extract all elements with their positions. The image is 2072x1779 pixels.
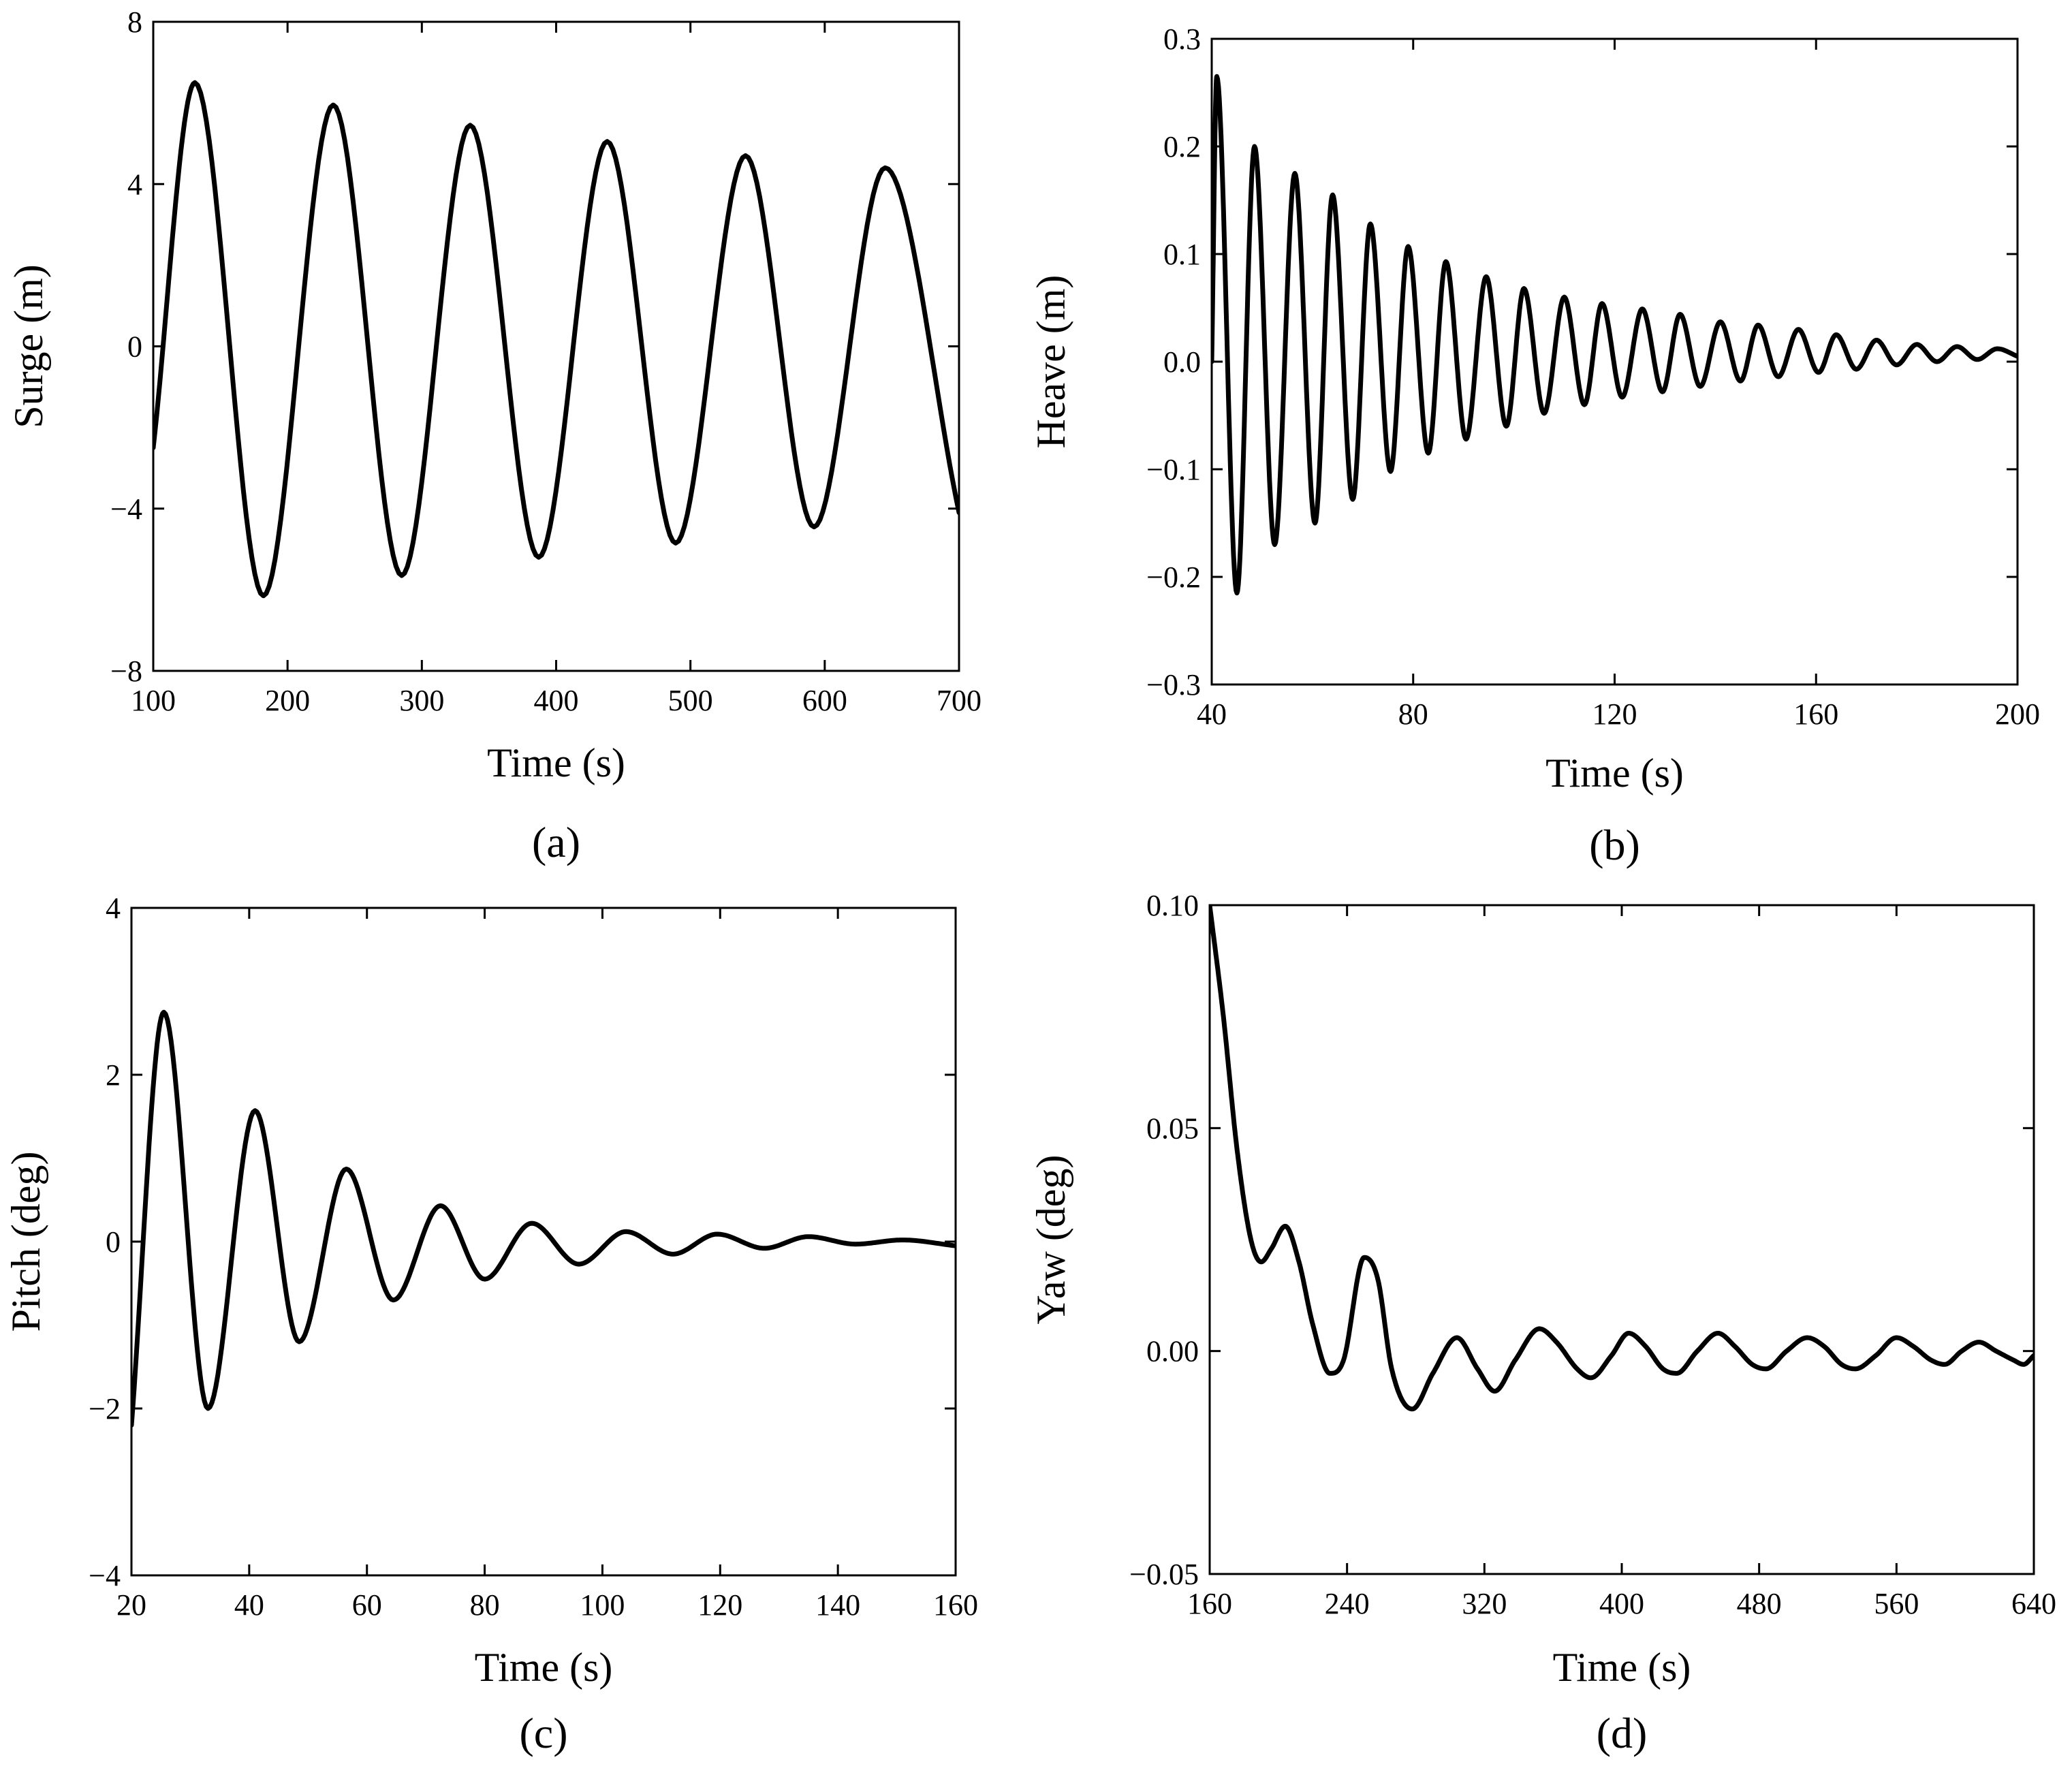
x-tick-label: 560 (1874, 1587, 1919, 1620)
x-axis-label: Time (s) (1545, 751, 1684, 796)
x-tick-label: 100 (131, 684, 176, 717)
x-tick-label: 400 (1599, 1587, 1644, 1620)
y-tick-label: 0.0 (1163, 345, 1201, 379)
y-tick-label: 2 (106, 1058, 121, 1092)
x-tick-label: 40 (1197, 697, 1227, 731)
x-tick-label: 700 (937, 684, 982, 717)
x-tick-label: 600 (802, 684, 847, 717)
x-tick-label: 40 (234, 1588, 264, 1622)
y-tick-label: −0.2 (1146, 561, 1201, 594)
x-tick-label: 140 (815, 1588, 860, 1622)
y-axis-label: Heave (m) (1029, 275, 1073, 449)
y-tick-label: −0.3 (1146, 668, 1201, 702)
y-tick-label: −2 (89, 1392, 121, 1426)
x-tick-label: 400 (534, 684, 579, 717)
x-tick-label: 320 (1462, 1587, 1507, 1620)
x-tick-label: 120 (1592, 697, 1637, 731)
y-tick-label: 4 (127, 168, 142, 201)
x-tick-label: 160 (933, 1588, 978, 1622)
x-tick-label: 20 (116, 1588, 146, 1622)
y-tick-label: 0.10 (1146, 889, 1199, 922)
x-tick-label: 640 (2011, 1587, 2056, 1620)
series-line (1212, 74, 2018, 596)
y-tick-label: 0.3 (1163, 22, 1201, 56)
x-axis-label: Time (s) (475, 1645, 613, 1690)
y-tick-label: 0.05 (1146, 1112, 1199, 1145)
y-tick-label: 0 (127, 330, 142, 364)
y-axis-label: Surge (m) (6, 264, 51, 428)
chart-panel: 40 80 120 160 200 −0.3 −0.2 −0.1 0.0 0.1 0.2 0.3 Tim… (1029, 22, 2040, 869)
panel-label: (b) (1589, 821, 1640, 869)
x-axis-label: Time (s) (1553, 1645, 1691, 1690)
y-tick-label: 0.2 (1163, 130, 1201, 163)
x-tick-label: 300 (399, 684, 444, 717)
x-tick-label: 240 (1325, 1587, 1370, 1620)
x-tick-label: 200 (1995, 697, 2040, 731)
panel-label: (d) (1597, 1709, 1648, 1757)
x-tick-label: 200 (265, 684, 310, 717)
chart-panel: 160 240 320 400 480 560 640 −0.05 0.00 0.05 0.10 Ti… (1029, 889, 2056, 1757)
x-tick-label: 100 (580, 1588, 625, 1622)
x-tick-label: 80 (470, 1588, 500, 1622)
series-line (153, 80, 959, 599)
y-tick-label: 0.00 (1146, 1335, 1199, 1368)
y-axis-label: Pitch (deg) (3, 1152, 48, 1332)
y-tick-label: 8 (127, 5, 142, 39)
x-tick-label: 500 (668, 684, 713, 717)
x-tick-label: 160 (1793, 697, 1838, 731)
x-tick-label: 160 (1187, 1587, 1232, 1620)
y-tick-label: −8 (110, 655, 142, 688)
y-tick-label: 0.1 (1163, 238, 1201, 271)
panel-label: (a) (532, 818, 580, 866)
y-tick-label: −0.05 (1129, 1558, 1199, 1591)
y-tick-label: −4 (89, 1559, 121, 1592)
x-tick-label: 60 (352, 1588, 382, 1622)
x-axis-label: Time (s) (487, 740, 625, 785)
series-line (131, 1009, 956, 1428)
chart-panel: 100 200 300 400 500 600 700 −8 −4 0 4 8 Time (s) Surg… (6, 5, 982, 866)
y-tick-label: 0 (106, 1225, 121, 1259)
x-tick-label: 80 (1398, 697, 1428, 731)
y-tick-label: −4 (110, 492, 142, 526)
panel-label: (c) (519, 1709, 567, 1757)
series-line (1210, 905, 2034, 1412)
chart-panel: 20 40 60 80 100 120 140 160 −4 −2 0 2 4 Time (s) Pitch… (3, 892, 978, 1757)
x-tick-label: 120 (697, 1588, 742, 1622)
y-axis-label: Yaw (deg) (1029, 1155, 1073, 1325)
y-tick-label: −0.1 (1146, 453, 1201, 486)
y-tick-label: 4 (106, 892, 121, 925)
x-tick-label: 480 (1737, 1587, 1782, 1620)
